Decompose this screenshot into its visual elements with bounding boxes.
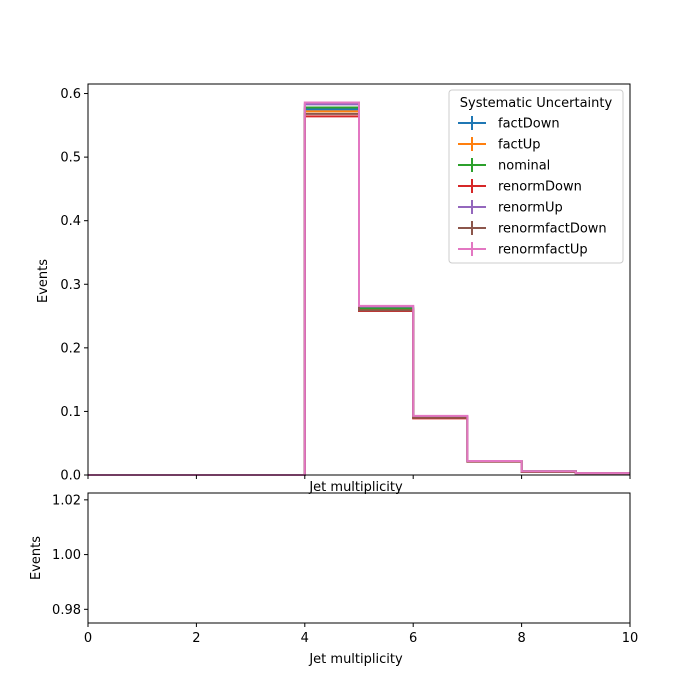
legend-label: renormfactDown	[498, 222, 607, 237]
legend-entry-nominal: nominal	[458, 158, 550, 174]
bottom-axes-frame	[87, 492, 631, 624]
bottom-x-tick-label: 10	[622, 631, 639, 646]
bottom-x-tick-label: 0	[84, 631, 92, 646]
top-y-tick-label: 0.6	[60, 87, 81, 102]
bottom-x-axis-label: Jet multiplicity	[308, 652, 403, 667]
legend-entry-renormfactDown: renormfactDown	[458, 221, 607, 237]
bottom-x-ticks: 0 2 4 6 8 10	[84, 623, 638, 646]
top-y-tick-label: 0.0	[60, 469, 81, 484]
legend-entry-factUp: factUp	[458, 137, 541, 153]
bottom-y-tick-label: 1.00	[52, 548, 81, 563]
bottom-x-tick-label: 6	[409, 631, 417, 646]
legend: Systematic Uncertainty factDown factUp nom…	[448, 89, 624, 264]
legend-entry-factDown: factDown	[458, 116, 560, 132]
bottom-y-axis-label: Events	[29, 536, 44, 580]
top-y-tick-label: 0.5	[60, 151, 81, 166]
top-x-ticks	[87, 475, 631, 479]
top-axes-frame	[87, 83, 631, 476]
legend-label: factUp	[498, 138, 541, 153]
legend-label: renormfactUp	[498, 243, 588, 258]
legend-label: renormUp	[498, 201, 563, 216]
legend-label: renormDown	[498, 180, 582, 195]
legend-title: Systematic Uncertainty	[460, 96, 613, 111]
bottom-y-tick-label: 0.98	[52, 603, 81, 618]
legend-entry-renormfactUp: renormfactUp	[458, 242, 588, 258]
bottom-y-tick-label: 1.02	[52, 493, 81, 508]
top-y-tick-label: 0.3	[60, 278, 81, 293]
top-y-tick-label: 0.2	[60, 341, 81, 356]
bottom-plot-panel: 0 2 4 6 8 10 0.98 1.00 1.02 Jet multiplicity Ev…	[29, 492, 638, 667]
legend-entries: factDown factUp nominal renormDown renormUp r…	[458, 116, 607, 258]
top-y-ticks: 0.0 0.1 0.2 0.3 0.4 0.5 0.6	[60, 87, 88, 484]
top-y-axis-label: Events	[36, 259, 51, 303]
bottom-x-tick-label: 8	[517, 631, 525, 646]
top-x-axis-label: Jet multiplicity	[308, 480, 403, 495]
legend-label: nominal	[498, 159, 550, 174]
legend-label: factDown	[498, 117, 560, 132]
legend-entry-renormDown: renormDown	[458, 179, 582, 195]
top-y-tick-label: 0.1	[60, 405, 81, 420]
legend-box	[448, 89, 624, 264]
legend-entry-renormUp: renormUp	[458, 200, 563, 216]
top-plot-panel: 0.0 0.1 0.2 0.3 0.4 0.5 0.6 Jet multiplicity E…	[36, 83, 631, 495]
top-y-tick-label: 0.4	[60, 214, 81, 229]
bottom-x-tick-label: 2	[192, 631, 200, 646]
bottom-y-ticks: 0.98 1.00 1.02	[52, 493, 88, 618]
bottom-x-tick-label: 4	[301, 631, 309, 646]
